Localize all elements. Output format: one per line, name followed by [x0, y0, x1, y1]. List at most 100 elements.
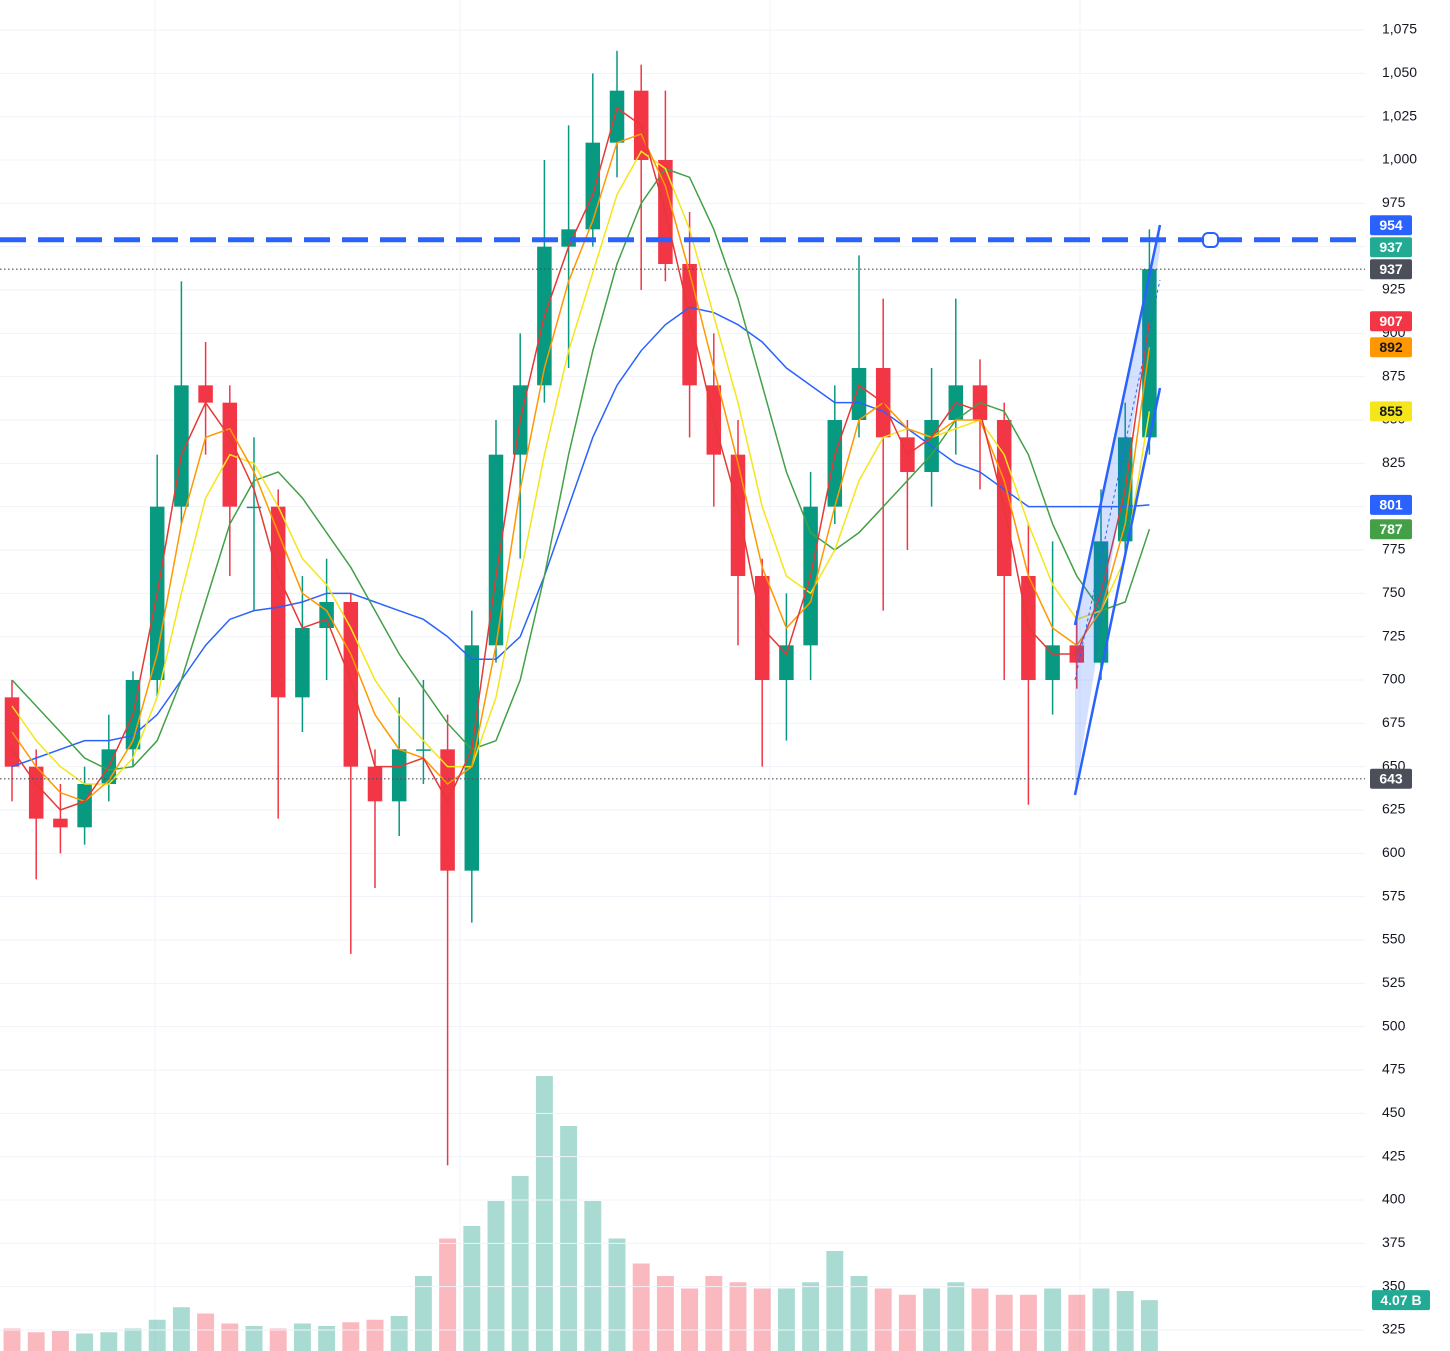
- price-label: 937: [1379, 261, 1403, 277]
- volume-bar: [1092, 1288, 1110, 1351]
- y-tick-label: 875: [1382, 367, 1406, 383]
- y-tick-label: 1,000: [1382, 151, 1417, 167]
- candle-body: [77, 784, 92, 828]
- candle-body: [367, 766, 383, 802]
- volume-bar: [850, 1276, 868, 1351]
- candle-body: [609, 90, 625, 143]
- volume-bar: [874, 1288, 892, 1351]
- price-label-box: [1370, 311, 1412, 332]
- candle-body: [1142, 269, 1157, 438]
- volume-bar: [584, 1201, 602, 1351]
- volume-bar: [777, 1288, 795, 1351]
- y-tick-label: 975: [1382, 194, 1406, 210]
- volume-label: 4.07 B: [1380, 1292, 1421, 1308]
- volume-bar: [245, 1326, 263, 1351]
- moving-average: [11, 133, 1151, 803]
- candle-body: [246, 506, 262, 509]
- candle-body: [174, 385, 189, 507]
- price-label: 855: [1379, 403, 1403, 419]
- candle-body: [561, 229, 576, 247]
- price-label: 892: [1379, 339, 1403, 355]
- y-tick-label: 400: [1382, 1191, 1406, 1207]
- volume-bar: [632, 1263, 650, 1351]
- volume-bar: [826, 1251, 844, 1351]
- volume-bar: [511, 1176, 529, 1351]
- y-tick-label: 350: [1382, 1277, 1406, 1293]
- y-tick-label: 775: [1382, 541, 1406, 557]
- volume-bar: [269, 1328, 287, 1351]
- volume-bar: [197, 1313, 215, 1351]
- volume-bar: [148, 1319, 166, 1351]
- y-tick-label: 325: [1382, 1321, 1406, 1337]
- volume-bar: [318, 1326, 336, 1351]
- moving-average: [11, 306, 1150, 768]
- volume-bar: [463, 1226, 481, 1351]
- candle-body: [416, 749, 431, 751]
- price-label-box: [1370, 237, 1412, 258]
- y-tick-label: 725: [1382, 627, 1406, 643]
- volume-bar: [3, 1328, 21, 1351]
- y-tick-label: 925: [1382, 281, 1406, 297]
- candle-body: [270, 506, 286, 698]
- volume-bar: [366, 1319, 384, 1351]
- volume-bar: [656, 1276, 674, 1351]
- ma-layer: [11, 106, 1151, 811]
- price-label-box: [1370, 401, 1412, 422]
- candle-body: [1093, 541, 1109, 663]
- volume-bar: [705, 1276, 723, 1351]
- price-label: 907: [1379, 313, 1403, 329]
- channel-drawing: [1073, 224, 1162, 796]
- candle-body: [464, 645, 480, 871]
- y-tick-label: 575: [1382, 887, 1406, 903]
- candle-body: [585, 142, 601, 230]
- volume-bar: [608, 1238, 626, 1351]
- channel-fill: [1075, 225, 1160, 795]
- candle-body: [343, 602, 359, 767]
- price-label: 937: [1379, 239, 1403, 255]
- volume-bar: [221, 1323, 239, 1351]
- hline-layer: [0, 237, 1365, 780]
- candle-body: [28, 766, 44, 819]
- line-handle[interactable]: [1202, 232, 1219, 248]
- price-label-box: [1370, 768, 1412, 789]
- volume-bar: [560, 1126, 578, 1351]
- h-grid-layer: [0, 29, 1365, 1331]
- y-tick-label: 1,075: [1382, 21, 1417, 37]
- volume-bar: [51, 1331, 69, 1351]
- volume-bar: [124, 1328, 142, 1351]
- y-tick-label: 600: [1382, 844, 1406, 860]
- volume-bar: [172, 1307, 190, 1351]
- y-tick-label: 525: [1382, 974, 1406, 990]
- y-tick-label: 425: [1382, 1147, 1406, 1163]
- volume-layer: [3, 1076, 1158, 1351]
- candle-body: [391, 749, 407, 802]
- y-tick-label: 675: [1382, 714, 1406, 730]
- volume-bar: [1044, 1288, 1062, 1351]
- candle-body: [319, 602, 334, 628]
- volume-label-box: [1372, 1290, 1430, 1311]
- y-tick-label: 475: [1382, 1061, 1406, 1077]
- candle-body: [730, 454, 746, 576]
- candle-body: [779, 645, 794, 680]
- candle-body: [682, 264, 697, 386]
- volume-bar: [439, 1238, 457, 1351]
- candle-body: [198, 385, 213, 403]
- volume-bar: [729, 1282, 747, 1351]
- moving-average: [11, 167, 1151, 771]
- y-tick-label: 825: [1382, 454, 1406, 470]
- y-tick-label: 625: [1382, 801, 1406, 817]
- price-label-box: [1370, 215, 1412, 236]
- volume-bar: [414, 1276, 432, 1351]
- volume-bar: [971, 1288, 989, 1351]
- volume-bar: [995, 1294, 1013, 1351]
- price-label-box: [1370, 494, 1412, 515]
- y-tick-label: 375: [1382, 1234, 1406, 1250]
- candle-body: [996, 420, 1012, 576]
- moving-average: [11, 150, 1151, 785]
- moving-average: [11, 106, 1151, 811]
- price-label: 801: [1379, 497, 1403, 513]
- volume-bar: [923, 1288, 941, 1351]
- volume-bar: [1019, 1294, 1037, 1351]
